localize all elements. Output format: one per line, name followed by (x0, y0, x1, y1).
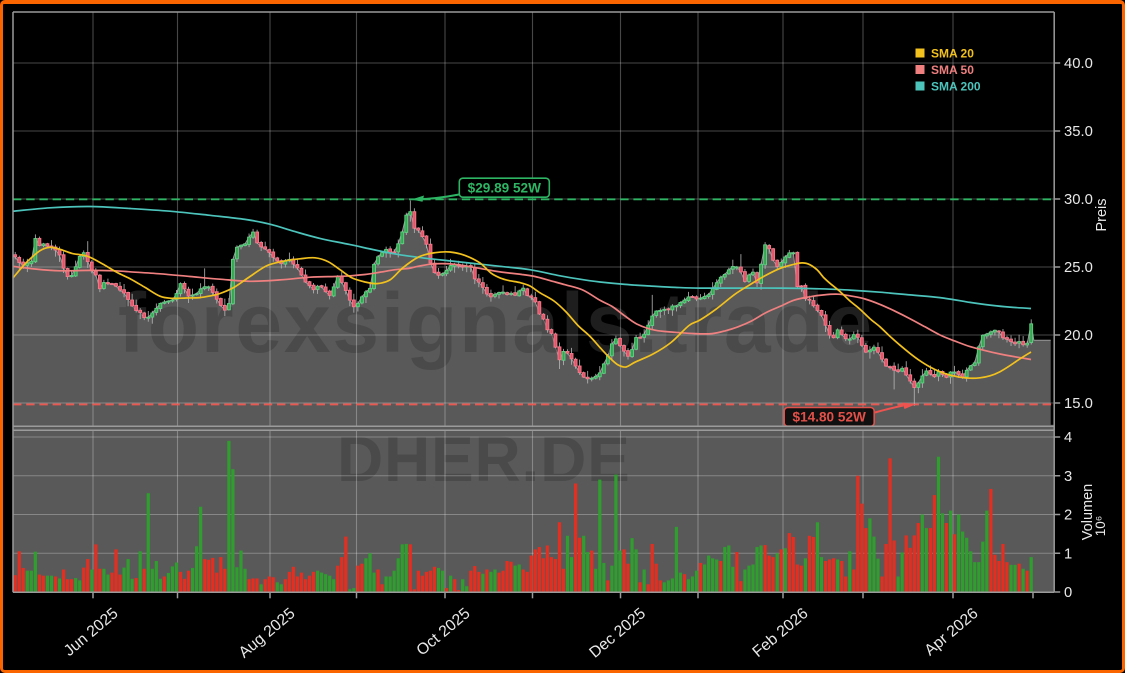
svg-text:Volumen: Volumen (1080, 484, 1096, 540)
svg-text:25.0: 25.0 (1064, 260, 1093, 276)
svg-text:1: 1 (1064, 546, 1072, 562)
svg-text:30.0: 30.0 (1064, 192, 1093, 208)
svg-text:4: 4 (1064, 430, 1072, 446)
svg-text:Preis: Preis (1094, 198, 1110, 231)
svg-text:2: 2 (1064, 508, 1072, 524)
svg-text:$29.89 52W: $29.89 52W (468, 180, 541, 195)
svg-text:3: 3 (1064, 469, 1072, 485)
svg-text:10⁶: 10⁶ (1093, 516, 1108, 537)
svg-text:SMA 20: SMA 20 (931, 47, 974, 61)
svg-text:40.0: 40.0 (1064, 56, 1093, 72)
svg-text:$14.80 52W: $14.80 52W (793, 410, 866, 425)
svg-text:DHER.DE: DHER.DE (337, 423, 631, 495)
svg-text:15.0: 15.0 (1064, 396, 1093, 412)
svg-text:20.0: 20.0 (1064, 328, 1093, 344)
svg-text:0: 0 (1064, 585, 1072, 601)
svg-text:35.0: 35.0 (1064, 124, 1093, 140)
svg-text:SMA 50: SMA 50 (931, 63, 974, 77)
svg-text:SMA 200: SMA 200 (931, 80, 981, 94)
